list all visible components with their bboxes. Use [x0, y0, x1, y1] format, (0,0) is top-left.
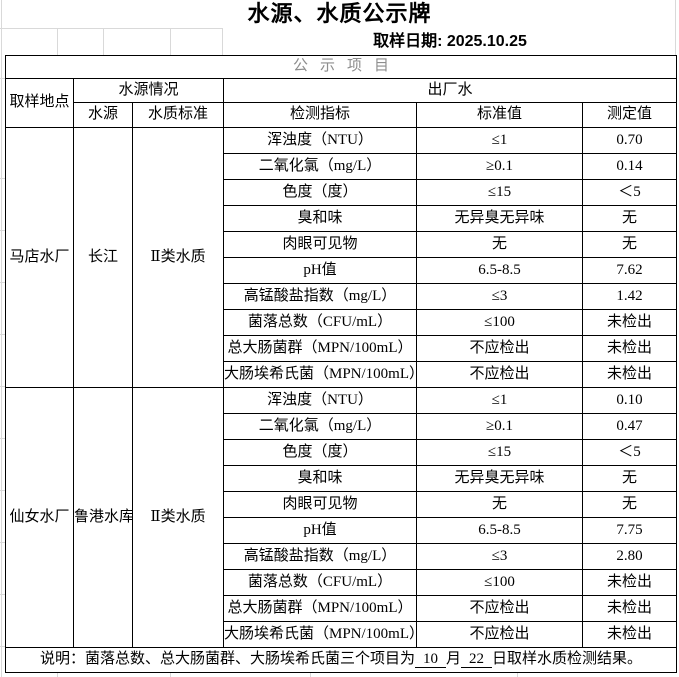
- measured-cell: 未检出: [581, 335, 678, 362]
- plant-name: 仙女水厂: [5, 387, 74, 648]
- standard-cell: 无异臭无异味: [416, 465, 583, 492]
- plant-name: 马店水厂: [5, 127, 74, 388]
- note-cell: 说明：菌落总数、总大肠菌群、大肠埃希氏菌三个项目为 10 月 22 日取样水质检测结果。: [4, 647, 678, 673]
- standard-cell: ≤100: [416, 309, 583, 336]
- header-measured-value: 测定值: [581, 102, 678, 128]
- standard-cell: 无: [416, 491, 583, 518]
- note-day-unit: 日: [492, 651, 508, 667]
- standard-cell: 不应检出: [416, 621, 583, 648]
- indicator-cell: pH值: [223, 517, 417, 544]
- indicator-cell: 浑浊度（NTU）: [223, 387, 417, 414]
- indicator-cell: 菌落总数（CFU/mL）: [223, 569, 417, 596]
- standard-cell: 不应检出: [416, 335, 583, 362]
- gridline-under-title: [0, 28, 222, 29]
- header-standard: 水质标准: [132, 102, 224, 128]
- gridline-date-row-3: [170, 28, 171, 55]
- water-source: 鲁港水库: [73, 387, 133, 648]
- measured-cell: 7.75: [581, 517, 678, 544]
- header-location: 取样地点: [5, 78, 74, 128]
- indicator-cell: 总大肠菌群（MPN/100mL）: [223, 335, 417, 362]
- note-day: 22: [461, 652, 493, 668]
- header-outflow-group: 出厂水: [222, 78, 678, 103]
- measured-cell: ＜5: [581, 179, 678, 206]
- indicator-cell: 二氧化氯（mg/L）: [223, 413, 417, 440]
- standard-cell: 不应检出: [416, 361, 583, 388]
- standard-cell: ≤15: [416, 179, 583, 206]
- measured-cell: 无: [581, 491, 678, 518]
- indicator-cell: 菌落总数（CFU/mL）: [223, 309, 417, 336]
- standard-cell: ≤1: [416, 387, 583, 414]
- gridline-bottom-3: [310, 672, 311, 677]
- measured-cell: 未检出: [581, 309, 678, 336]
- header-standard-value: 标准值: [416, 102, 583, 128]
- gridline-date-row-2: [103, 28, 104, 55]
- note-prefix: 说明：菌落总数、总大肠菌群、大肠埃希氏菌三个项目为: [40, 651, 416, 667]
- gridline-date-row-1: [57, 28, 58, 55]
- indicator-cell: 色度（度）: [223, 439, 417, 466]
- indicator-cell: 色度（度）: [223, 179, 417, 206]
- standard-cell: ≥0.1: [416, 153, 583, 180]
- sample-date: 取样日期: 2025.10.25: [373, 33, 527, 50]
- standard-cell: 不应检出: [416, 595, 583, 622]
- gridline-bottom-4: [517, 672, 518, 677]
- gridline-left-ticks: [0, 127, 5, 648]
- measured-cell: 0.70: [581, 127, 678, 154]
- indicator-cell: 二氧化氯（mg/L）: [223, 153, 417, 180]
- standard-cell: ≥0.1: [416, 413, 583, 440]
- quality-standard: Ⅱ类水质: [132, 127, 224, 388]
- measured-cell: 无: [581, 465, 678, 492]
- note-month-unit: 月: [446, 651, 462, 667]
- indicator-cell: 浑浊度（NTU）: [223, 127, 417, 154]
- standard-cell: ≤3: [416, 543, 583, 570]
- gridline-top-right: [675, 0, 676, 55]
- indicator-cell: 高锰酸盐指数（mg/L）: [223, 543, 417, 570]
- measured-cell: 无: [581, 231, 678, 258]
- indicator-cell: 臭和味: [223, 205, 417, 232]
- standard-cell: 无异臭无异味: [416, 205, 583, 232]
- water-quality-table: 公示项目 取样地点 水源情况 出厂水 水源 水质标准 检测指标 标准值 测定值 …: [4, 55, 678, 673]
- measured-cell: 1.42: [581, 283, 678, 310]
- indicator-cell: pH值: [223, 257, 417, 284]
- standard-cell: ≤15: [416, 439, 583, 466]
- water-source: 长江: [73, 127, 133, 388]
- note-month: 10: [415, 652, 447, 668]
- standard-cell: ≤100: [416, 569, 583, 596]
- header-indicator: 检测指标: [223, 102, 417, 128]
- page-title: 水源、水质公示牌: [247, 1, 432, 26]
- measured-cell: 0.14: [581, 153, 678, 180]
- indicator-cell: 大肠埃希氏菌（MPN/100mL）: [223, 361, 417, 388]
- indicator-cell: 总大肠菌群（MPN/100mL）: [223, 595, 417, 622]
- measured-cell: 未检出: [581, 569, 678, 596]
- standard-cell: 无: [416, 231, 583, 258]
- quality-standard: Ⅱ类水质: [132, 387, 224, 648]
- measured-cell: 2.80: [581, 543, 678, 570]
- gridline-left-tick: [0, 78, 5, 79]
- measured-cell: 无: [581, 205, 678, 232]
- standard-cell: ≤1: [416, 127, 583, 154]
- indicator-cell: 高锰酸盐指数（mg/L）: [223, 283, 417, 310]
- gridline-date-row-4: [222, 28, 223, 55]
- indicator-cell: 肉眼可见物: [223, 231, 417, 258]
- standard-cell: ≤3: [416, 283, 583, 310]
- header-source-group: 水源情况: [73, 78, 224, 103]
- standard-cell: 6.5-8.5: [416, 257, 583, 284]
- gridline-bottom-2: [170, 672, 171, 677]
- measured-cell: 0.47: [581, 413, 678, 440]
- measured-cell: ＜5: [581, 439, 678, 466]
- indicator-cell: 肉眼可见物: [223, 491, 417, 518]
- measured-cell: 未检出: [581, 595, 678, 622]
- measured-cell: 7.62: [581, 257, 678, 284]
- indicator-cell: 大肠埃希氏菌（MPN/100mL）: [223, 621, 417, 648]
- indicator-cell: 臭和味: [223, 465, 417, 492]
- banner-public-items: 公示项目: [4, 55, 678, 79]
- gridline-bottom-1: [57, 672, 58, 677]
- measured-cell: 未检出: [581, 621, 678, 648]
- measured-cell: 0.10: [581, 387, 678, 414]
- note-suffix: 取样水质检测结果。: [507, 651, 643, 667]
- measured-cell: 未检出: [581, 361, 678, 388]
- header-source: 水源: [73, 102, 133, 128]
- standard-cell: 6.5-8.5: [416, 517, 583, 544]
